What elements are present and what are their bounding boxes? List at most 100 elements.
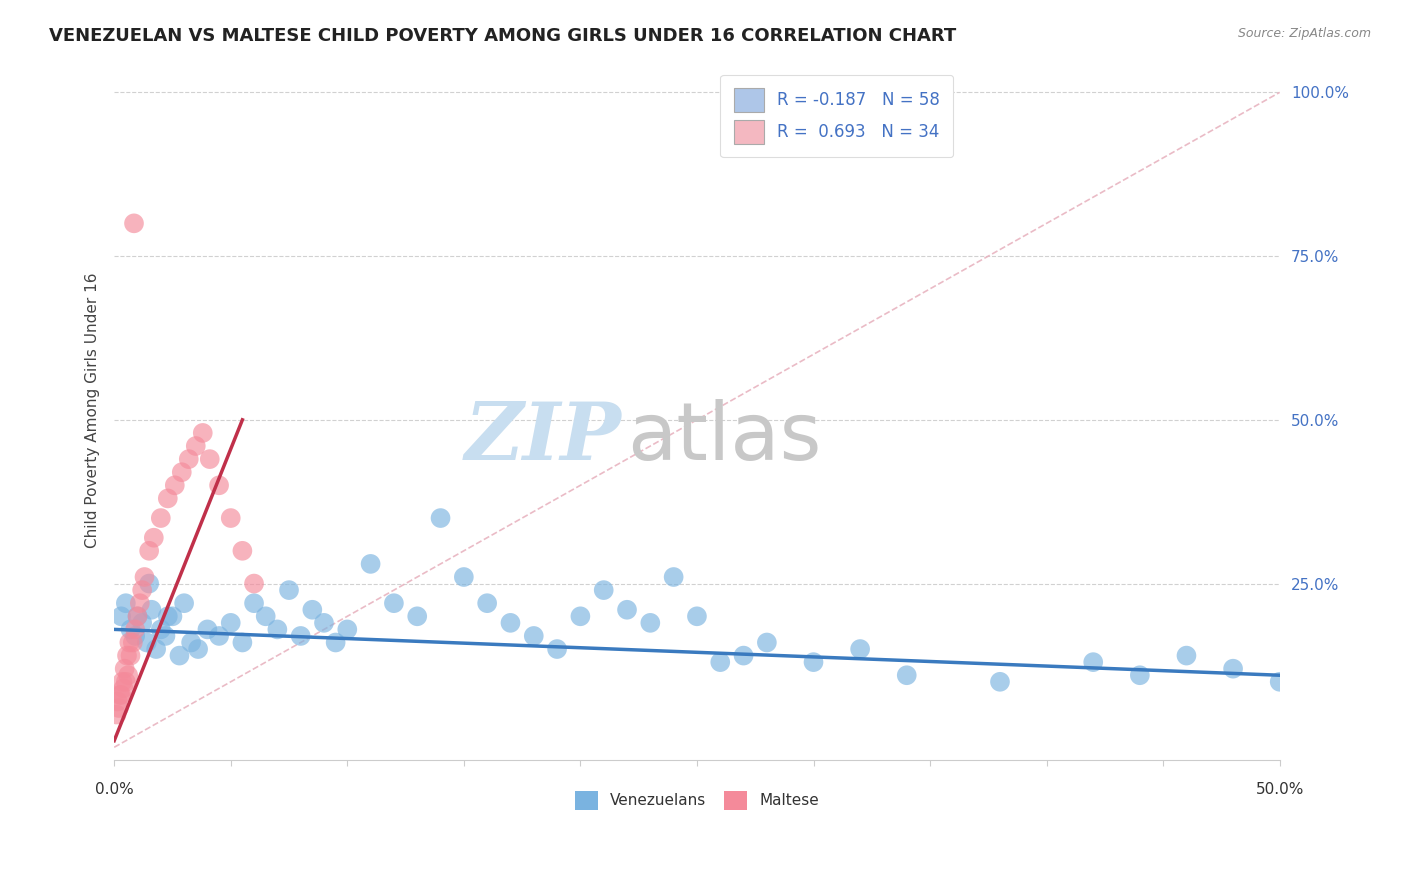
Point — [115, 596, 138, 610]
Text: 0.0%: 0.0% — [94, 782, 134, 797]
Point — [191, 425, 214, 440]
Point — [662, 570, 685, 584]
Point — [105, 707, 128, 722]
Point — [231, 635, 253, 649]
Point — [115, 648, 138, 663]
Point — [1268, 674, 1291, 689]
Point — [429, 511, 451, 525]
Point — [118, 635, 141, 649]
Point — [114, 662, 136, 676]
Point — [243, 596, 266, 610]
Point — [149, 511, 172, 525]
Point — [243, 576, 266, 591]
Point — [301, 603, 323, 617]
Point — [145, 642, 167, 657]
Point — [163, 478, 186, 492]
Point — [138, 576, 160, 591]
Point — [406, 609, 429, 624]
Point — [120, 648, 142, 663]
Point — [988, 674, 1011, 689]
Point — [640, 615, 662, 630]
Point — [127, 609, 149, 624]
Point — [169, 648, 191, 663]
Point — [198, 452, 221, 467]
Point — [219, 615, 242, 630]
Point — [131, 583, 153, 598]
Point — [686, 609, 709, 624]
Point — [382, 596, 405, 610]
Point — [803, 655, 825, 669]
Point — [110, 609, 132, 624]
Point — [499, 615, 522, 630]
Point — [709, 655, 731, 669]
Point — [111, 674, 134, 689]
Point — [121, 635, 143, 649]
Point — [180, 635, 202, 649]
Point — [231, 543, 253, 558]
Text: ZIP: ZIP — [464, 400, 621, 476]
Point — [142, 531, 165, 545]
Point — [107, 694, 129, 708]
Point — [1222, 662, 1244, 676]
Point — [156, 491, 179, 506]
Point — [177, 452, 200, 467]
Point — [336, 623, 359, 637]
Text: 50.0%: 50.0% — [1256, 782, 1303, 797]
Point — [134, 570, 156, 584]
Point — [108, 701, 131, 715]
Point — [112, 681, 135, 696]
Point — [1083, 655, 1105, 669]
Point — [290, 629, 312, 643]
Y-axis label: Child Poverty Among Girls Under 16: Child Poverty Among Girls Under 16 — [86, 272, 100, 548]
Point — [155, 629, 177, 643]
Point — [149, 623, 172, 637]
Point — [187, 642, 209, 657]
Point — [108, 688, 131, 702]
Point — [278, 583, 301, 598]
Point — [569, 609, 592, 624]
Point — [115, 674, 138, 689]
Point — [325, 635, 347, 649]
Point — [128, 596, 150, 610]
Text: atlas: atlas — [627, 399, 821, 477]
Point — [135, 635, 157, 649]
Point — [755, 635, 778, 649]
Point — [208, 478, 231, 492]
Point — [122, 216, 145, 230]
Point — [117, 668, 139, 682]
Point — [312, 615, 335, 630]
Point — [453, 570, 475, 584]
Point — [138, 543, 160, 558]
Point — [208, 629, 231, 643]
Point — [546, 642, 568, 657]
Point — [156, 609, 179, 624]
Point — [254, 609, 277, 624]
Text: VENEZUELAN VS MALTESE CHILD POVERTY AMONG GIRLS UNDER 16 CORRELATION CHART: VENEZUELAN VS MALTESE CHILD POVERTY AMON… — [49, 27, 956, 45]
Point — [219, 511, 242, 525]
Point — [124, 629, 146, 643]
Point — [197, 623, 219, 637]
Point — [266, 623, 288, 637]
Text: Source: ZipAtlas.com: Source: ZipAtlas.com — [1237, 27, 1371, 40]
Point — [131, 615, 153, 630]
Legend: Venezuelans, Maltese: Venezuelans, Maltese — [568, 785, 825, 816]
Point — [592, 583, 614, 598]
Point — [849, 642, 872, 657]
Point — [170, 465, 193, 479]
Point — [733, 648, 755, 663]
Point — [110, 688, 132, 702]
Point — [360, 557, 382, 571]
Point — [475, 596, 498, 610]
Point — [173, 596, 195, 610]
Point — [1175, 648, 1198, 663]
Point — [141, 603, 163, 617]
Point — [616, 603, 638, 617]
Point — [896, 668, 918, 682]
Point — [162, 609, 184, 624]
Point — [1129, 668, 1152, 682]
Point — [127, 609, 149, 624]
Point — [120, 623, 142, 637]
Point — [184, 439, 207, 453]
Point — [124, 623, 146, 637]
Point — [523, 629, 546, 643]
